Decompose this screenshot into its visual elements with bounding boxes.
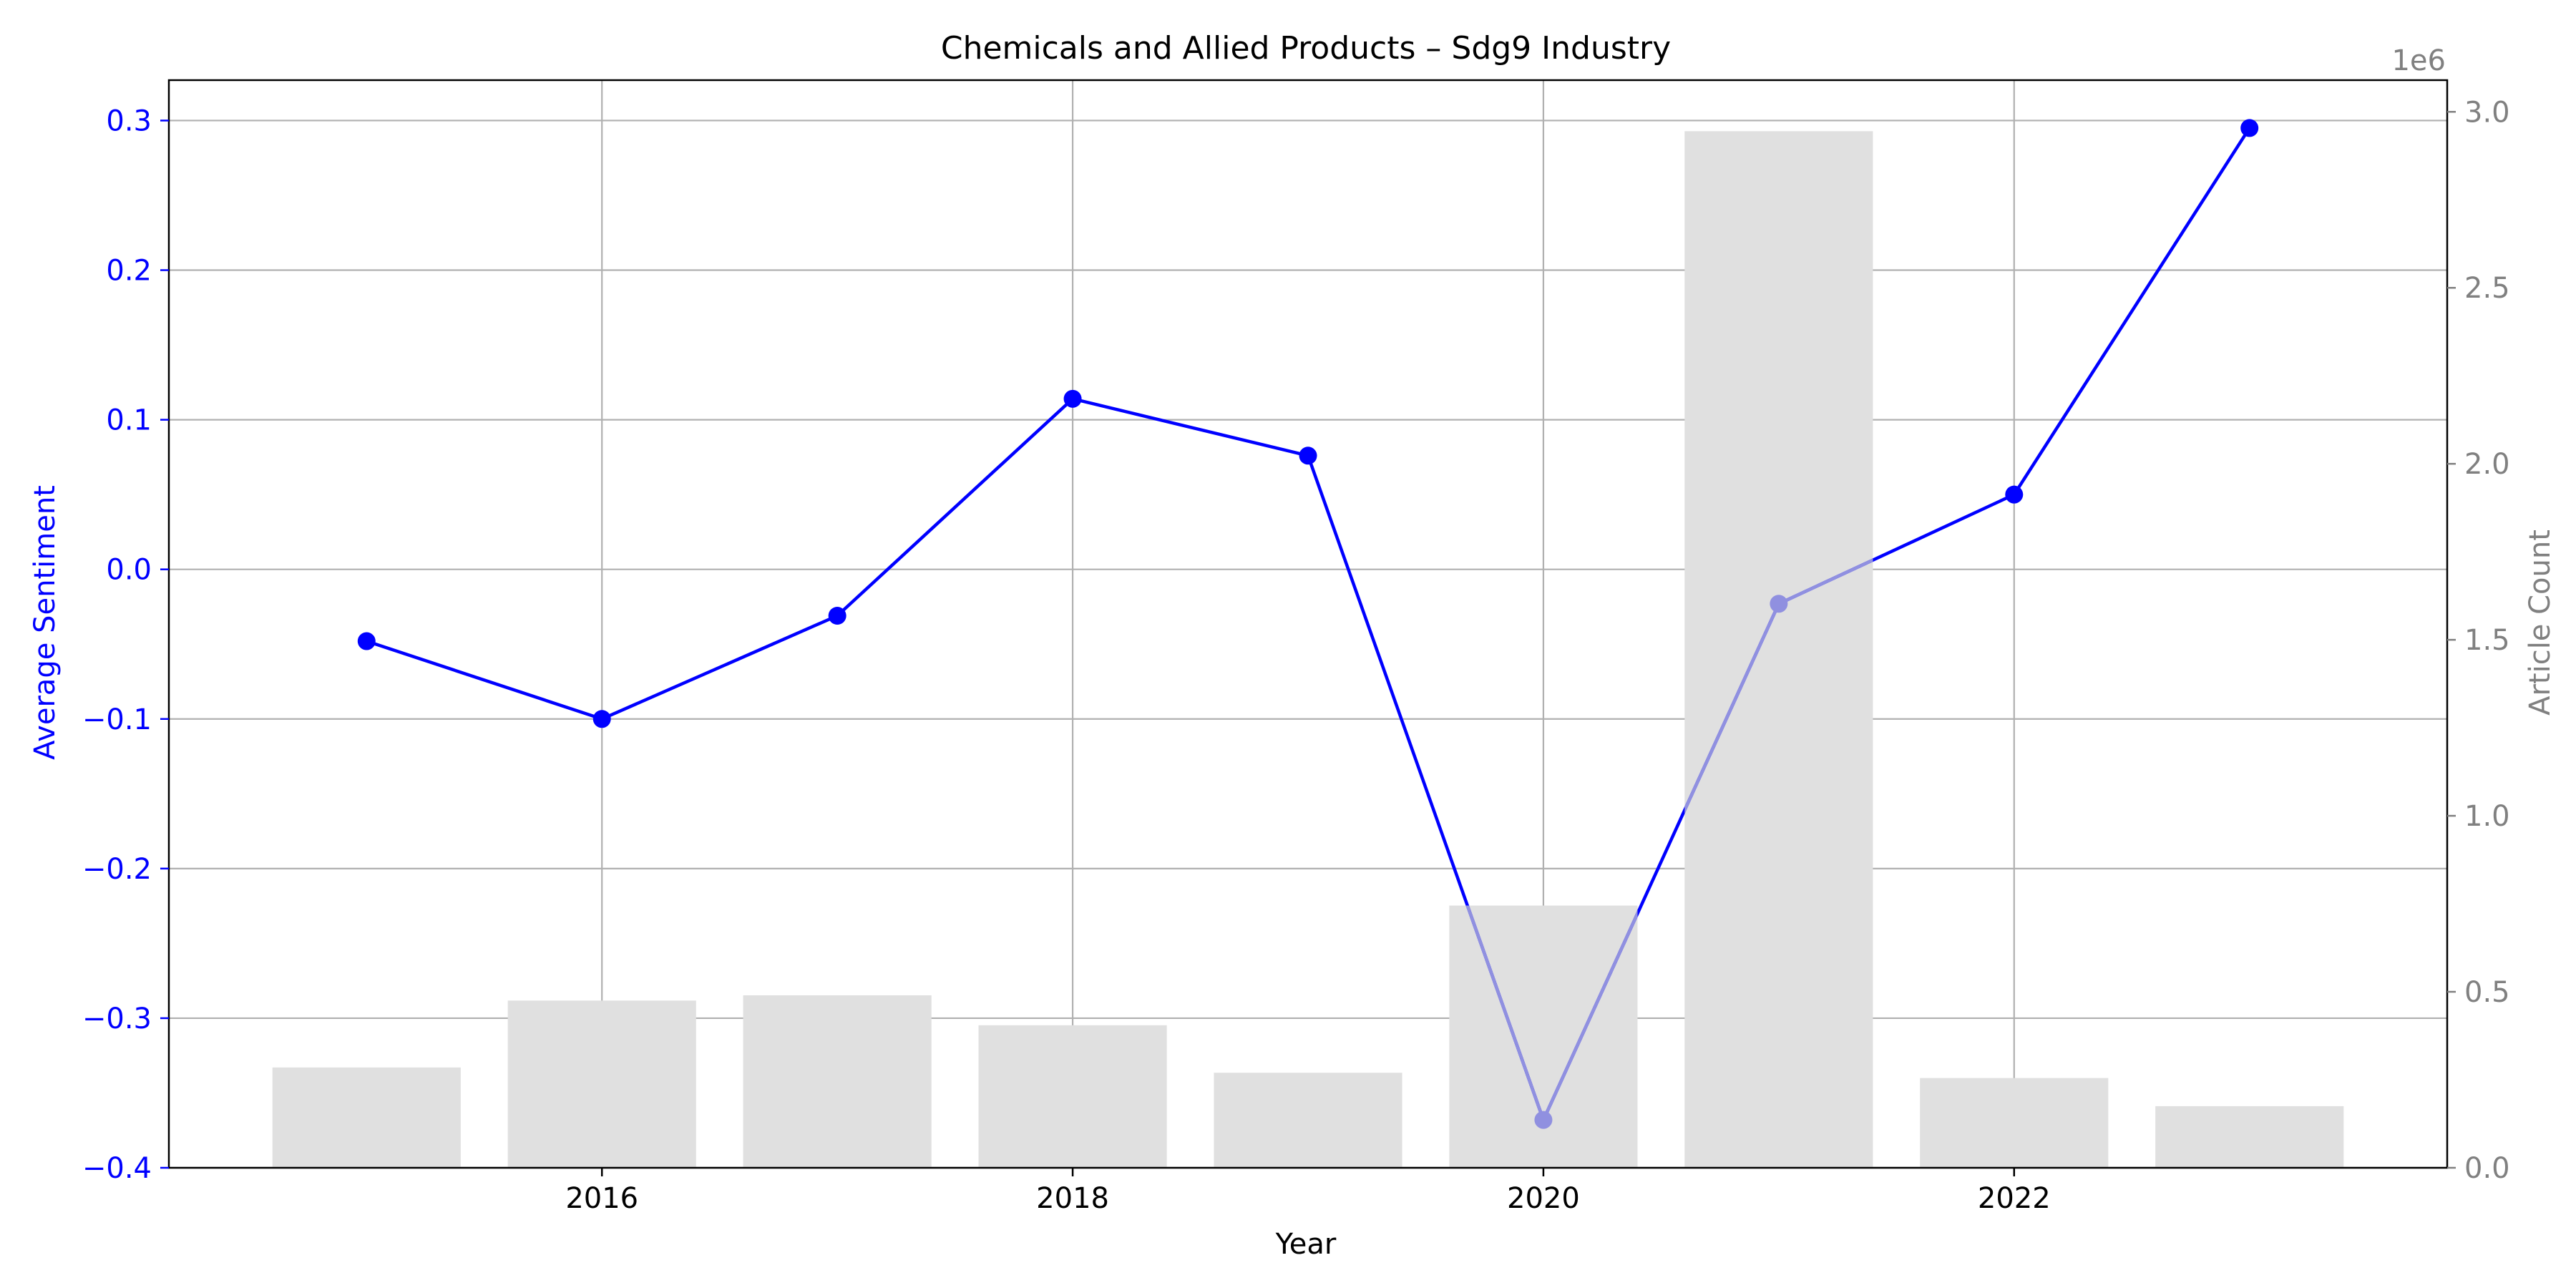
- left-y-tick-label: 0.2: [106, 255, 152, 288]
- right-y-tick-label: 0.5: [2464, 976, 2510, 1009]
- right-y-tick-label: 1.5: [2464, 624, 2510, 657]
- article-count-bar: [1920, 1078, 2109, 1168]
- right-y-axis-label: Article Count: [2524, 530, 2557, 716]
- left-y-tick-label: −0.1: [82, 703, 152, 736]
- right-y-tick-label: 0.0: [2464, 1152, 2510, 1185]
- right-y-tick-label: 2.5: [2464, 272, 2510, 305]
- x-axis-label: Year: [1275, 1228, 1337, 1261]
- left-y-axis: −0.4 −0.3 −0.2 −0.1 0.0 0.1 0.2 0.3: [82, 104, 169, 1185]
- sentiment-point: [357, 632, 376, 650]
- grid: [169, 80, 2447, 1169]
- sentiment-point: [592, 710, 611, 728]
- left-y-tick-label: −0.2: [82, 853, 152, 886]
- x-tick-label: 2018: [1036, 1182, 1109, 1215]
- x-tick-label: 2022: [1978, 1182, 2051, 1215]
- article-count-bar: [2155, 1106, 2344, 1168]
- left-y-tick-label: 0.3: [106, 104, 152, 137]
- sentiment-series: [357, 119, 2259, 1129]
- sentiment-point: [2005, 485, 2024, 504]
- chart-title: Chemicals and Allied Products – Sdg9 Ind…: [941, 30, 1671, 67]
- left-y-tick-label: −0.4: [82, 1152, 152, 1185]
- article-count-bar: [978, 1025, 1167, 1168]
- article-count-bar: [507, 1000, 696, 1168]
- article-count-bar: [1214, 1073, 1402, 1168]
- sentiment-point: [2240, 119, 2259, 137]
- article-count-bar: [743, 995, 932, 1168]
- x-tick-label: 2016: [565, 1182, 638, 1215]
- sentiment-point: [1299, 447, 1317, 465]
- sentiment-point: [828, 607, 847, 625]
- x-tick-label: 2020: [1507, 1182, 1580, 1215]
- right-y-tick-label: 3.0: [2464, 96, 2510, 129]
- plot-frame: [167, 79, 2449, 1169]
- article-count-bar: [1684, 131, 1873, 1168]
- right-y-tick-label: 1.0: [2464, 800, 2510, 833]
- left-y-tick-label: 0.1: [106, 404, 152, 437]
- sentiment-point: [1770, 595, 1788, 613]
- article-count-bar: [272, 1067, 461, 1168]
- right-y-axis: 0.0 0.5 1.0 1.5 2.0 2.5 3.0: [2447, 96, 2510, 1185]
- right-axis-multiplier: 1e6: [2391, 44, 2446, 77]
- left-y-axis-label: Average Sentiment: [29, 485, 62, 760]
- sentiment-point: [1534, 1111, 1553, 1129]
- x-axis: 2016 2018 2020 2022: [565, 1168, 2051, 1215]
- left-y-tick-label: −0.3: [82, 1002, 152, 1035]
- axes-frame: [167, 79, 2449, 1169]
- right-y-tick-label: 2.0: [2464, 448, 2510, 481]
- bars: [272, 131, 2344, 1168]
- left-y-tick-label: 0.0: [106, 554, 152, 587]
- sentiment-point: [1063, 389, 1082, 408]
